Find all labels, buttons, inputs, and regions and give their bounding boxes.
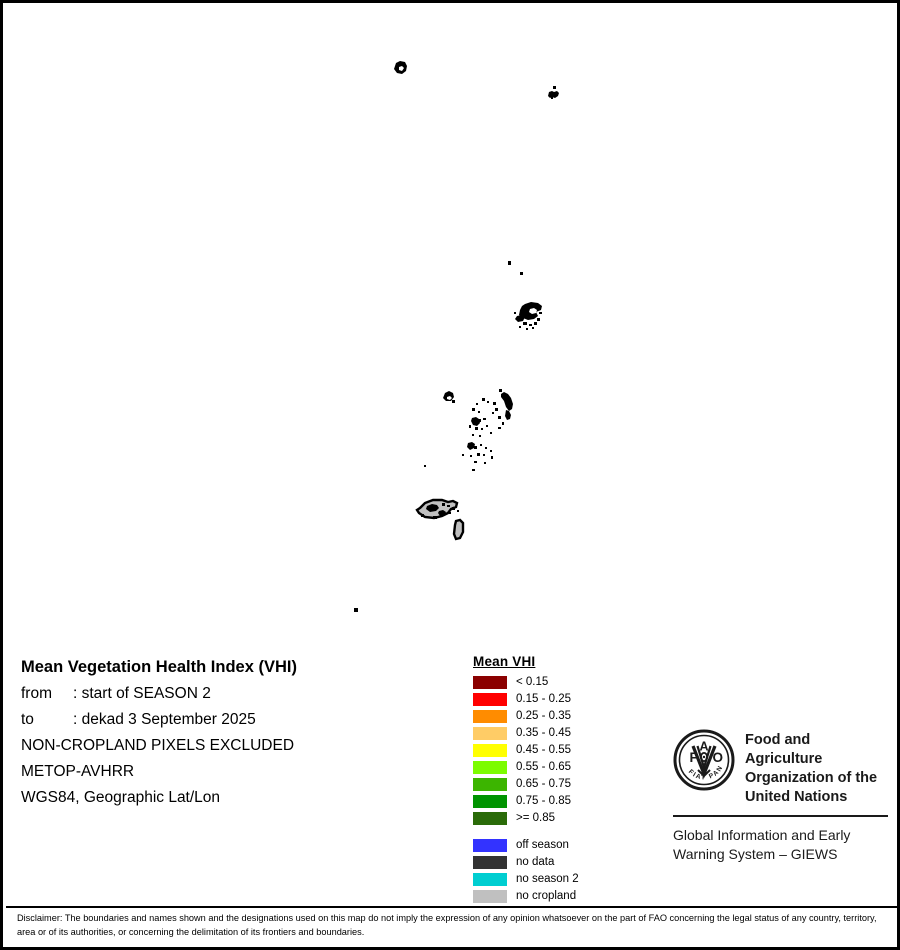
legend-status-label: off season — [516, 839, 569, 851]
legend-status-label: no cropland — [516, 890, 577, 902]
svg-text:O: O — [713, 750, 724, 765]
legend-class-row: 0.55 - 0.65 — [473, 759, 579, 776]
legend-status-swatch — [473, 890, 507, 903]
info-sensor: METOP-AVHRR — [21, 763, 135, 780]
legend-class-row: < 0.15 — [473, 674, 579, 691]
disclaimer-divider — [6, 906, 897, 908]
giews-line1: Global Information and Early — [673, 827, 851, 844]
legend-class-swatch — [473, 795, 507, 808]
legend: Mean VHI < 0.15 0.15 - 0.25 0.25 - 0.35 0.3… — [473, 654, 579, 905]
legend-status-row: no season 2 — [473, 871, 579, 888]
legend-class-swatch — [473, 727, 507, 740]
legend-class-row: 0.45 - 0.55 — [473, 742, 579, 759]
fao-name-line2: Organization of the — [745, 769, 878, 786]
legend-class-row: 0.65 - 0.75 — [473, 776, 579, 793]
island-group-vavau — [514, 302, 542, 330]
svg-text:A: A — [700, 740, 709, 754]
map-canvas — [6, 6, 897, 646]
legend-class-label: 0.35 - 0.45 — [516, 727, 571, 739]
legend-class-label: 0.65 - 0.75 — [516, 778, 571, 790]
legend-status-row: off season — [473, 837, 579, 854]
fao-name-line3: United Nations — [745, 788, 848, 805]
island-tafahi — [553, 86, 556, 89]
info-row-to: to : dekad 3 September 2025 — [21, 711, 421, 729]
island-eua — [452, 518, 465, 541]
giews-line2: Warning System – GIEWS — [673, 845, 838, 862]
legend-status-swatch — [473, 856, 507, 869]
island-niuatoputapu — [548, 91, 559, 99]
giews-name: Global Information and Early Warning Sys… — [673, 826, 888, 863]
legend-status-label: no data — [516, 856, 555, 868]
legend-class-label: 0.15 - 0.25 — [516, 693, 571, 705]
legend-status-list: off season no data no season 2 no cropland — [473, 837, 579, 905]
legend-class-swatch — [473, 693, 507, 706]
legend-class-label: >= 0.85 — [516, 812, 556, 824]
legend-class-label: 0.25 - 0.35 — [516, 710, 571, 722]
legend-status-row: no cropland — [473, 888, 579, 905]
fao-emblem-icon: F A O FIAT PANIS — [673, 729, 735, 791]
fao-divider — [673, 815, 888, 818]
legend-class-row: >= 0.85 — [473, 810, 579, 827]
fao-logo-block: F A O FIAT PANIS Food and Agriculture Or… — [673, 729, 888, 864]
fao-name: Food and Agriculture Organization of the… — [745, 729, 888, 806]
legend-class-swatch — [473, 676, 507, 689]
island-toku — [508, 261, 511, 265]
legend-class-list: < 0.15 0.15 - 0.25 0.25 - 0.35 0.35 - 0.45 0… — [473, 674, 579, 827]
legend-spacer — [473, 827, 579, 837]
disclaimer-text: Disclaimer: The boundaries and names sho… — [17, 913, 877, 938]
map-ocean-background — [6, 6, 897, 646]
info-to-label: to — [21, 711, 34, 728]
fao-logo-row: F A O FIAT PANIS Food and Agriculture Or… — [673, 729, 888, 806]
info-projection: WGS84, Geographic Lat/Lon — [21, 789, 221, 806]
info-from-value: : start of SEASON 2 — [73, 685, 211, 702]
legend-class-row: 0.35 - 0.45 — [473, 725, 579, 742]
island-kao-tofua — [443, 391, 455, 403]
svg-text:F: F — [690, 750, 698, 765]
fao-name-line1: Food and Agriculture — [745, 732, 823, 767]
legend-status-row: no data — [473, 854, 579, 871]
info-from-label: from — [21, 685, 52, 702]
legend-status-swatch — [473, 839, 507, 852]
legend-title: Mean VHI — [473, 654, 536, 669]
legend-class-swatch — [473, 744, 507, 757]
island-group-haapai — [424, 389, 513, 471]
legend-class-swatch — [473, 710, 507, 723]
legend-status-label: no season 2 — [516, 873, 579, 885]
legend-class-swatch — [473, 761, 507, 774]
info-row-from: from : start of SEASON 2 — [21, 685, 421, 703]
legend-class-swatch — [473, 812, 507, 825]
legend-status-swatch — [473, 873, 507, 886]
legend-class-row: 0.15 - 0.25 — [473, 691, 579, 708]
map-info-block: Mean Vegetation Health Index (VHI) from … — [21, 658, 421, 815]
info-to-value: : dekad 3 September 2025 — [73, 711, 256, 728]
legend-class-label: < 0.15 — [516, 676, 549, 688]
legend-class-label: 0.45 - 0.55 — [516, 744, 571, 756]
island-tongatapu — [415, 498, 459, 520]
info-heading: Mean Vegetation Health Index (VHI) — [21, 658, 297, 676]
legend-class-row: 0.25 - 0.35 — [473, 708, 579, 725]
island-niuafoou — [394, 61, 407, 74]
legend-class-label: 0.55 - 0.65 — [516, 761, 571, 773]
eua-no-cropland-fill — [452, 518, 465, 541]
legend-class-label: 0.75 - 0.85 — [516, 795, 571, 807]
legend-class-row: 0.75 - 0.85 — [473, 793, 579, 810]
info-exclusion: NON-CROPLAND PIXELS EXCLUDED — [21, 737, 295, 754]
island-late — [520, 272, 523, 275]
legend-class-swatch — [473, 778, 507, 791]
island-ata — [354, 608, 358, 612]
